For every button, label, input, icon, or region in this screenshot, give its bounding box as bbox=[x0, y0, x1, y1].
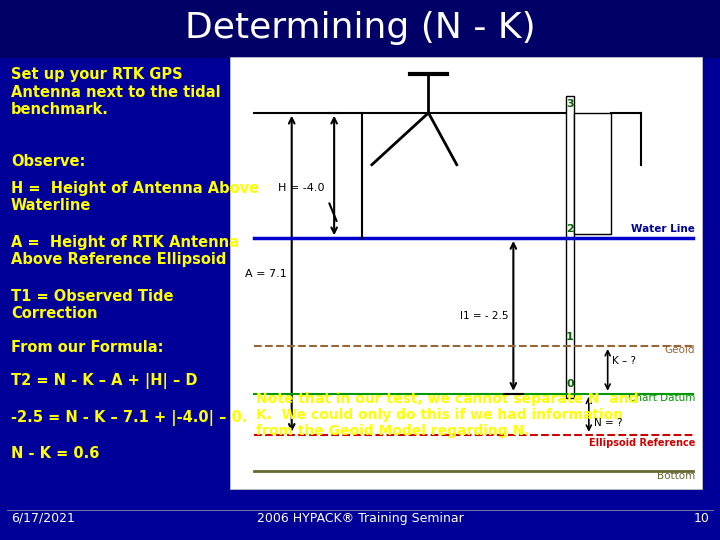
Bar bbox=[566, 96, 574, 398]
Text: H = -4.0: H = -4.0 bbox=[278, 184, 325, 193]
Text: Chart Datum: Chart Datum bbox=[628, 393, 695, 403]
Text: N = ?: N = ? bbox=[593, 418, 622, 428]
Text: 3: 3 bbox=[566, 98, 574, 109]
Bar bbox=[0, 0, 720, 57]
Text: Bottom: Bottom bbox=[657, 471, 695, 481]
Text: 2006 HYPACK® Training Seminar: 2006 HYPACK® Training Seminar bbox=[256, 512, 464, 525]
Text: Determining (N - K): Determining (N - K) bbox=[185, 11, 535, 45]
Text: 2: 2 bbox=[566, 224, 574, 234]
Text: Set up your RTK GPS
Antenna next to the tidal
benchmark.: Set up your RTK GPS Antenna next to the … bbox=[11, 68, 220, 117]
Text: From our Formula:: From our Formula: bbox=[11, 340, 163, 355]
Text: 10: 10 bbox=[693, 512, 709, 525]
Text: l1 = - 2.5: l1 = - 2.5 bbox=[460, 311, 508, 321]
Text: 6/17/2021: 6/17/2021 bbox=[11, 512, 75, 525]
Text: Observe:: Observe: bbox=[11, 154, 85, 169]
Text: 1: 1 bbox=[566, 332, 574, 342]
Text: A = 7.1: A = 7.1 bbox=[246, 269, 287, 279]
Text: H =  Height of Antenna Above
Waterline: H = Height of Antenna Above Waterline bbox=[11, 181, 259, 213]
Text: T1 = Observed Tide
Correction: T1 = Observed Tide Correction bbox=[11, 289, 174, 321]
Text: Water Line: Water Line bbox=[631, 225, 695, 234]
Text: -2.5 = N - K – 7.1 + |-4.0| – 0.: -2.5 = N - K – 7.1 + |-4.0| – 0. bbox=[11, 410, 247, 427]
Text: K – ?: K – ? bbox=[613, 356, 636, 366]
Text: N - K = 0.6: N - K = 0.6 bbox=[11, 446, 99, 461]
Text: Ellipsoid Reference: Ellipsoid Reference bbox=[588, 438, 695, 448]
Bar bbox=[230, 57, 702, 489]
Text: 0: 0 bbox=[566, 379, 574, 389]
Bar bbox=[574, 113, 611, 234]
Text: A =  Height of RTK Antenna
Above Reference Ellipsoid: A = Height of RTK Antenna Above Referenc… bbox=[11, 235, 239, 267]
Text: Geoid: Geoid bbox=[665, 346, 695, 355]
Text: Note that in our test, we cannot separate N  and
K.  We could only do this if we: Note that in our test, we cannot separat… bbox=[256, 392, 638, 438]
Text: T2 = N - K – A + |H| – D: T2 = N - K – A + |H| – D bbox=[11, 373, 197, 389]
